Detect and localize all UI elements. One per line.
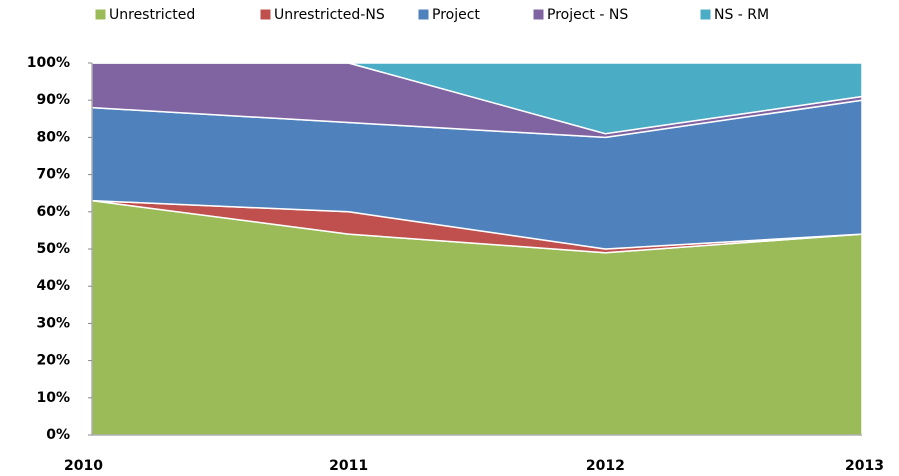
x-tick-label: 2012 xyxy=(586,458,625,474)
y-tick-label: 90% xyxy=(36,92,70,108)
x-tick-label: 2011 xyxy=(329,458,368,474)
y-tick-label: 50% xyxy=(36,241,70,257)
legend-swatch xyxy=(94,8,107,21)
legend-label: Project - NS xyxy=(547,7,628,23)
y-tick-label: 70% xyxy=(36,167,70,183)
y-tick-label: 20% xyxy=(36,353,70,369)
y-tick-label: 100% xyxy=(27,55,70,71)
y-tick-label: 80% xyxy=(36,129,70,145)
area xyxy=(91,62,863,135)
x-tick-label: 2010 xyxy=(64,458,103,474)
legend-swatch xyxy=(699,8,712,21)
y-tick-label: 10% xyxy=(36,390,70,406)
legend-label: Unrestricted xyxy=(109,7,195,23)
legend-label: NS - RM xyxy=(714,7,769,23)
legend-swatch xyxy=(259,8,272,21)
x-tick-label: 2013 xyxy=(845,458,884,474)
y-tick-label: 60% xyxy=(36,204,70,220)
legend-label: Unrestricted-NS xyxy=(274,7,385,23)
legend-label: Project xyxy=(432,7,480,23)
legend-swatch xyxy=(532,8,545,21)
y-tick-label: 30% xyxy=(36,315,70,331)
legend-swatch xyxy=(417,8,430,21)
y-tick-label: 40% xyxy=(36,278,70,294)
y-tick-label: 0% xyxy=(46,427,70,443)
